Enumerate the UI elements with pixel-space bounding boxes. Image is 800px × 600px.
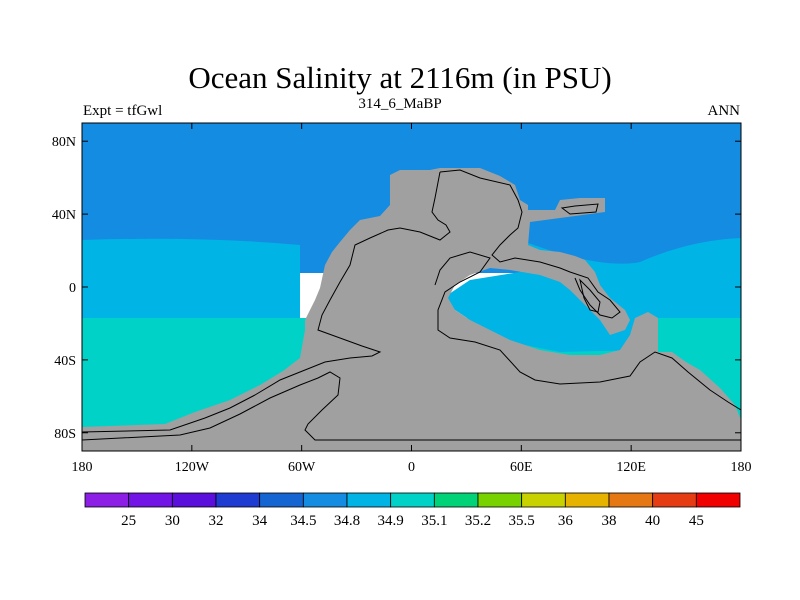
experiment-label: Expt = tfGwl bbox=[83, 103, 163, 119]
map-plot-area bbox=[82, 123, 741, 451]
x-tick-label: 180 bbox=[72, 460, 93, 475]
colorbar-swatch bbox=[564, 492, 610, 508]
x-tick-label: 0 bbox=[408, 460, 415, 475]
y-tick-label: 0 bbox=[69, 281, 76, 296]
salinity-band-tropics-west bbox=[82, 238, 300, 330]
x-tick-label: 180 bbox=[731, 460, 752, 475]
colorbar-label: 34.8 bbox=[334, 513, 360, 529]
x-axis: 180 120W 60W 0 60E 120E 180 bbox=[72, 123, 752, 475]
colorbar-swatch bbox=[84, 492, 130, 508]
colorbar-swatch bbox=[477, 492, 523, 508]
colorbar-swatch bbox=[433, 492, 479, 508]
colorbar-swatch bbox=[652, 492, 697, 508]
colorbar-label: 35.2 bbox=[465, 513, 491, 529]
colorbar-swatch bbox=[695, 492, 741, 508]
colorbar-swatch bbox=[215, 492, 261, 508]
colorbar-swatch bbox=[390, 492, 435, 508]
colorbar-swatch bbox=[259, 492, 304, 508]
season-label: ANN bbox=[707, 103, 741, 119]
colorbar-label: 25 bbox=[121, 513, 136, 529]
y-tick-label: 80S bbox=[54, 427, 76, 442]
colorbar-label: 36 bbox=[558, 513, 574, 529]
colorbar-label: 32 bbox=[209, 513, 224, 529]
time-label: 314_6_MaBP bbox=[358, 96, 442, 112]
colorbar-label: 34.9 bbox=[378, 513, 404, 529]
colorbar-label: 40 bbox=[645, 513, 660, 529]
x-tick-label: 120W bbox=[175, 460, 210, 475]
colorbar-label: 34 bbox=[252, 513, 268, 529]
y-tick-label: 40N bbox=[52, 208, 76, 223]
coastlines bbox=[82, 169, 741, 441]
colorbar-swatch bbox=[171, 492, 217, 508]
map-title: Ocean Salinity at 2116m (in PSU) bbox=[188, 60, 612, 95]
land-mass bbox=[82, 168, 741, 451]
y-tick-label: 80N bbox=[52, 135, 76, 150]
x-tick-label: 60W bbox=[288, 460, 316, 475]
x-tick-label: 120E bbox=[616, 460, 646, 475]
colorbar-swatch bbox=[302, 492, 348, 508]
colorbar-label: 38 bbox=[602, 513, 617, 529]
colorbar-swatch bbox=[346, 492, 392, 508]
colorbar-label: 35.1 bbox=[421, 513, 447, 529]
colorbar-label: 30 bbox=[165, 513, 180, 529]
colorbar: 25 30 32 34 34.5 34.8 34.9 35.1 35.2 35.5 36 38 40 45 bbox=[84, 492, 741, 529]
colorbar-label: 35.5 bbox=[509, 513, 535, 529]
y-tick-label: 40S bbox=[54, 354, 76, 369]
colorbar-swatch bbox=[128, 492, 173, 508]
colorbar-swatch bbox=[521, 492, 566, 508]
colorbar-swatch bbox=[608, 492, 654, 508]
colorbar-label: 45 bbox=[689, 513, 704, 529]
x-tick-label: 60E bbox=[510, 460, 533, 475]
colorbar-label: 34.5 bbox=[290, 513, 316, 529]
y-axis: 80N 40N 0 40S 80S bbox=[52, 135, 741, 442]
